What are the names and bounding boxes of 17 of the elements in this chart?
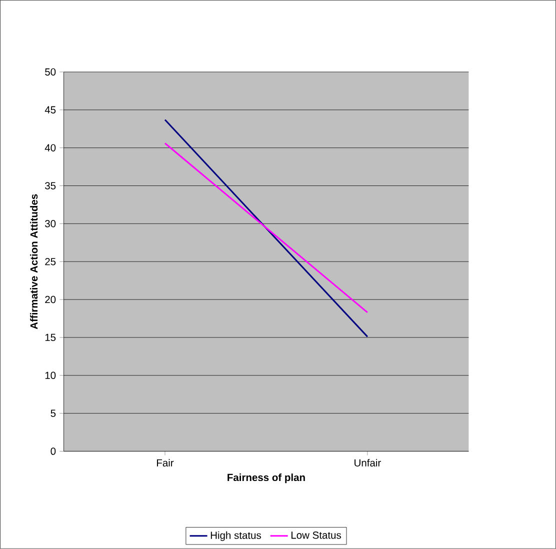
y-tick-label: 35 [45, 182, 56, 190]
y-tick-label: 0 [50, 448, 56, 455]
y-tick-label: 10 [45, 372, 56, 380]
y-tick-label: 5 [50, 410, 56, 417]
y-tick-label: 25 [45, 258, 56, 266]
legend-label: Low Status [291, 532, 341, 539]
y-tick-label: 40 [44, 144, 56, 152]
y-tick-label: 15 [45, 334, 56, 342]
x-tick-label: Unfair [354, 459, 381, 467]
y-axis-title: Affirmative Action Attitudes [30, 194, 38, 330]
y-tick-label: 45 [44, 106, 56, 114]
y-tick-label: 30 [45, 220, 56, 228]
x-tick-label: Fair [156, 459, 174, 467]
legend-label: High status [210, 531, 261, 542]
x-axis-title: Fairness of plan [228, 474, 305, 484]
y-tick-label: 50 [45, 68, 56, 76]
y-tick-label: 20 [45, 296, 56, 304]
